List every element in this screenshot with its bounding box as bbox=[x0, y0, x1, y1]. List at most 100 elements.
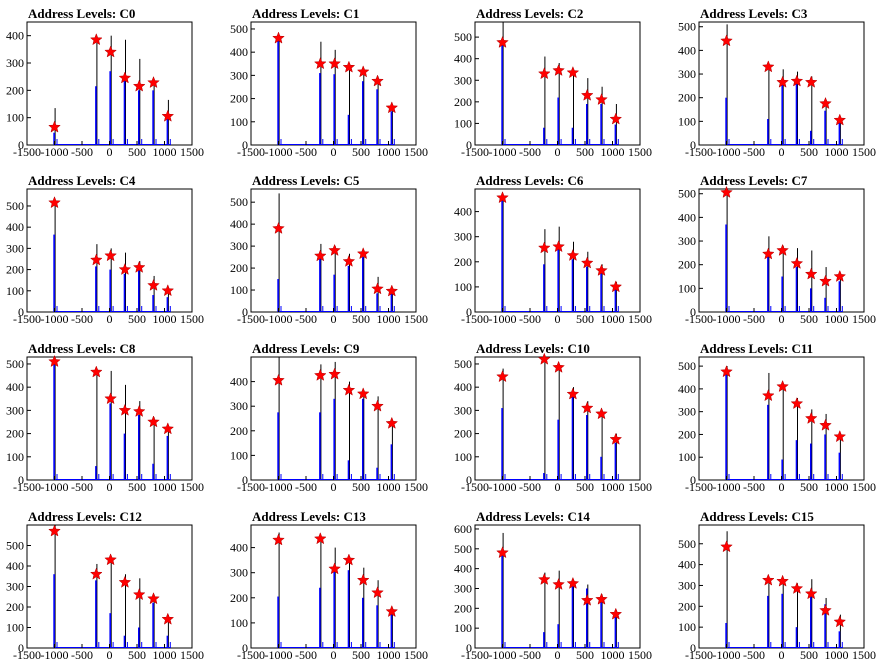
y-tick-label: 300 bbox=[6, 241, 24, 255]
x-tick-label: -1500 bbox=[237, 312, 265, 326]
marker-star bbox=[566, 248, 580, 261]
marker-star bbox=[566, 576, 580, 589]
x-tick-label: 1500 bbox=[180, 648, 204, 662]
x-tick-label: -1000 bbox=[265, 145, 293, 159]
y-tick-label: 100 bbox=[678, 450, 696, 464]
x-tick-label: -500 bbox=[295, 312, 317, 326]
x-tick-label: -1000 bbox=[265, 480, 293, 494]
x-tick-label: 1000 bbox=[153, 480, 177, 494]
y-tick-label: 100 bbox=[6, 111, 24, 125]
marker-star bbox=[89, 253, 103, 266]
y-tick-label: 0 bbox=[466, 473, 472, 487]
marker-star bbox=[790, 256, 804, 269]
marker-star bbox=[104, 553, 117, 566]
panel-14: Address Levels: C14 0 100 200 300 400 500 600 -1… bbox=[454, 509, 652, 662]
y-tick-label: 400 bbox=[6, 559, 24, 573]
y-tick-label: 500 bbox=[454, 357, 472, 371]
x-tick-label: 1500 bbox=[180, 312, 204, 326]
y-tick-label: 400 bbox=[6, 380, 24, 394]
panel-13: Address Levels: C13 0 100 200 300 400 -1500 -10… bbox=[230, 509, 428, 662]
x-tick-label: -500 bbox=[295, 145, 317, 159]
x-tick-label: 1000 bbox=[153, 648, 177, 662]
y-tick-label: 100 bbox=[6, 621, 24, 635]
x-tick-label: -1000 bbox=[265, 312, 293, 326]
x-tick-label: 1000 bbox=[601, 312, 625, 326]
y-tick-label: 100 bbox=[230, 283, 248, 297]
x-tick-label: 0 bbox=[779, 648, 785, 662]
x-tick-label: 0 bbox=[555, 480, 561, 494]
x-tick-label: -1000 bbox=[41, 145, 69, 159]
x-tick-label: 500 bbox=[128, 145, 146, 159]
marker-star bbox=[496, 35, 509, 48]
x-tick-label: -1500 bbox=[13, 480, 41, 494]
marker-star bbox=[161, 612, 175, 625]
y-tick-label: 100 bbox=[6, 284, 24, 298]
marker-star bbox=[342, 383, 356, 396]
marker-star bbox=[342, 60, 356, 73]
marker-star bbox=[313, 249, 327, 262]
panel-4: Address Levels: C40100200300400500-1500-… bbox=[6, 173, 204, 326]
x-tick-label: -500 bbox=[295, 480, 317, 494]
marker-star bbox=[118, 575, 132, 588]
y-tick-label: 200 bbox=[230, 261, 248, 275]
marker-star bbox=[342, 254, 356, 267]
y-tick-label: 200 bbox=[6, 263, 24, 277]
x-tick-label: -500 bbox=[519, 648, 541, 662]
panel-12: Address Levels: C12 0 100 200 300 400 500 -1500… bbox=[6, 509, 204, 662]
x-tick-label: -1500 bbox=[13, 648, 41, 662]
y-tick-label: 400 bbox=[6, 29, 24, 43]
marker-star bbox=[118, 403, 132, 416]
marker-star bbox=[147, 76, 160, 89]
y-tick-label: 100 bbox=[678, 281, 696, 295]
x-tick-label: 1500 bbox=[852, 145, 876, 159]
x-tick-label: 500 bbox=[352, 145, 370, 159]
x-tick-label: 1000 bbox=[601, 480, 625, 494]
marker-star bbox=[161, 109, 175, 122]
marker-star bbox=[371, 586, 384, 599]
x-tick-label: -1000 bbox=[489, 145, 517, 159]
marker-star bbox=[385, 416, 399, 429]
y-tick-label: 400 bbox=[230, 217, 248, 231]
x-tick-label: -500 bbox=[743, 145, 765, 159]
y-tick-label: 100 bbox=[678, 114, 696, 128]
marker-star bbox=[161, 284, 175, 297]
y-tick-label: 500 bbox=[678, 187, 696, 201]
marker-star bbox=[776, 574, 789, 587]
x-tick-label: -500 bbox=[71, 145, 93, 159]
marker-star bbox=[48, 120, 61, 133]
marker-star bbox=[537, 241, 551, 254]
y-tick-label: 300 bbox=[6, 56, 24, 70]
marker-star bbox=[552, 240, 565, 253]
y-tick-label: 200 bbox=[454, 255, 472, 269]
marker-star bbox=[496, 370, 509, 383]
x-tick-label: 0 bbox=[107, 145, 113, 159]
marker-star bbox=[313, 57, 327, 70]
x-tick-label: -1000 bbox=[713, 312, 741, 326]
y-tick-label: 0 bbox=[18, 138, 24, 152]
x-tick-label: 1000 bbox=[377, 312, 401, 326]
x-tick-label: 1500 bbox=[404, 648, 428, 662]
panel-5: Address Levels: C50100200300400500-1500-… bbox=[230, 173, 428, 326]
marker-star bbox=[104, 249, 117, 262]
x-tick-label: 1500 bbox=[404, 312, 428, 326]
y-tick-label: 500 bbox=[678, 359, 696, 373]
x-tick-label: 0 bbox=[107, 480, 113, 494]
panel-2: Address Levels: C20100200300400500-1500-… bbox=[454, 6, 652, 159]
x-tick-label: -1500 bbox=[685, 312, 713, 326]
marker-star bbox=[595, 592, 608, 605]
y-tick-label: 0 bbox=[690, 138, 696, 152]
y-tick-label: 0 bbox=[242, 641, 248, 655]
y-tick-label: 200 bbox=[6, 83, 24, 97]
panel-title: Address Levels: C8 bbox=[28, 341, 136, 356]
marker-star bbox=[804, 411, 818, 424]
panel-6: Address Levels: C6 0 100 200 300 400 -1500 -100… bbox=[454, 173, 652, 326]
x-tick-label: 500 bbox=[128, 312, 146, 326]
x-tick-label: 1000 bbox=[825, 648, 849, 662]
x-tick-label: -1500 bbox=[461, 648, 489, 662]
y-tick-label: 100 bbox=[454, 116, 472, 130]
marker-star bbox=[161, 422, 175, 435]
y-tick-label: 200 bbox=[454, 427, 472, 441]
x-tick-label: 500 bbox=[352, 312, 370, 326]
marker-star bbox=[790, 397, 804, 410]
